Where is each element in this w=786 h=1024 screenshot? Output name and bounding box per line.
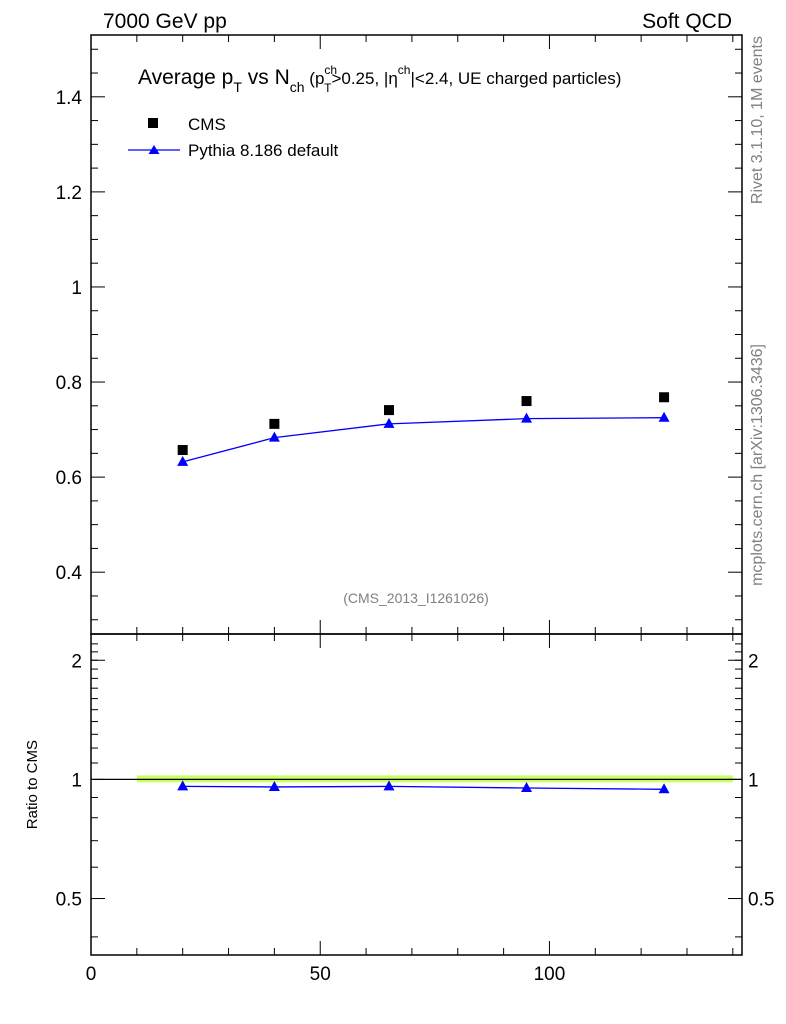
ratio-pythia-point [383,780,395,791]
plot-title: Average pT vs Nch (pch T>0.25, |ηch|<2.4,… [138,63,621,95]
legend: CMS Pythia 8.186 default [128,115,339,160]
legend-pythia-marker [148,145,160,154]
pythia-point [658,411,670,422]
cms-point [177,445,188,456]
title-cut2: |<2.4, UE charged particles) [410,69,621,88]
pythia-point [268,431,280,442]
cms-point [269,418,280,429]
ratio-y-tick-label-left: 1 [71,770,82,791]
pythia-line [182,417,665,463]
main-axis-ticks [90,35,742,634]
pythia-point [177,455,189,466]
ratio-pythia-point [268,780,280,791]
main-y-tick-label: 0.4 [56,563,83,584]
main-series-group [177,392,670,466]
main-y-tick-label: 1 [71,278,82,299]
main-y-tick-label: 0.6 [56,468,82,489]
legend-cms-label: CMS [188,115,226,134]
x-tick-label: 100 [534,964,566,985]
ratio-pythia-point [658,783,670,794]
ratio-y-tick-label-left: 2 [71,651,82,672]
ratio-axis-ticks [90,634,742,955]
title-pt-sup: ch [324,63,337,77]
title-vs-sub: ch [290,79,305,95]
x-tick-label: 0 [86,964,97,985]
analysis-id-label: (CMS_2013_I1261026) [343,590,489,606]
main-y-tick-label: 1.4 [56,88,83,109]
rivet-version-label: Rivet 3.1.10, 1M events [749,36,766,204]
legend-cms-marker [148,118,158,128]
mcplots-source-label: mcplots.cern.ch [arXiv:1306.3436] [749,344,766,586]
main-y-tick-label: 1.2 [56,183,82,204]
x-tick-label: 50 [310,964,331,985]
pythia-point [383,417,395,428]
ratio-y-axis-label: Ratio to CMS [24,740,41,829]
ratio-pythia-point [177,780,189,791]
ratio-x-tick-labels: 0 50 100 [86,964,566,985]
main-plot-panel: 0.40.60.811.21.4 Average pT vs Nch (pch T… [56,34,743,635]
ratio-y-tick-label-left: 0.5 [56,890,82,911]
main-y-tick-label: 0.8 [56,373,82,394]
title-paren-open: (p [305,69,325,88]
header-left-label: 7000 GeV pp [103,10,227,33]
cms-point [659,392,670,403]
header-right-label: Soft QCD [642,10,732,33]
ratio-y-tick-label-right: 1 [748,770,759,791]
title-vs: vs N [242,66,290,89]
cms-point [383,405,394,416]
title-eta-sup: ch [398,63,411,77]
ratio-plot-frame [90,633,743,956]
ratio-y-tick-labels: 0.5 0.5 1 1 2 2 [56,651,775,910]
title-pt-sub: T [324,81,332,95]
title-main: Average p [138,66,233,89]
ratio-y-tick-label-right: 2 [748,651,759,672]
pythia-point [521,412,533,423]
cms-point [521,396,532,407]
ratio-series-group [177,780,670,794]
ratio-plot-panel: 0.5 0.5 1 1 2 2 0 50 100 Ratio to CMS [24,633,775,985]
ratio-pythia-line [182,785,665,790]
legend-pythia-label: Pythia 8.186 default [188,141,339,160]
title-main-sub: T [233,79,242,95]
main-y-tick-labels: 0.4 0.6 0.8 1 1.2 1.4 [56,88,83,584]
ratio-y-tick-label-right: 0.5 [748,890,774,911]
title-cut1: >0.25, |η [331,69,397,88]
ratio-pythia-point [521,782,533,793]
